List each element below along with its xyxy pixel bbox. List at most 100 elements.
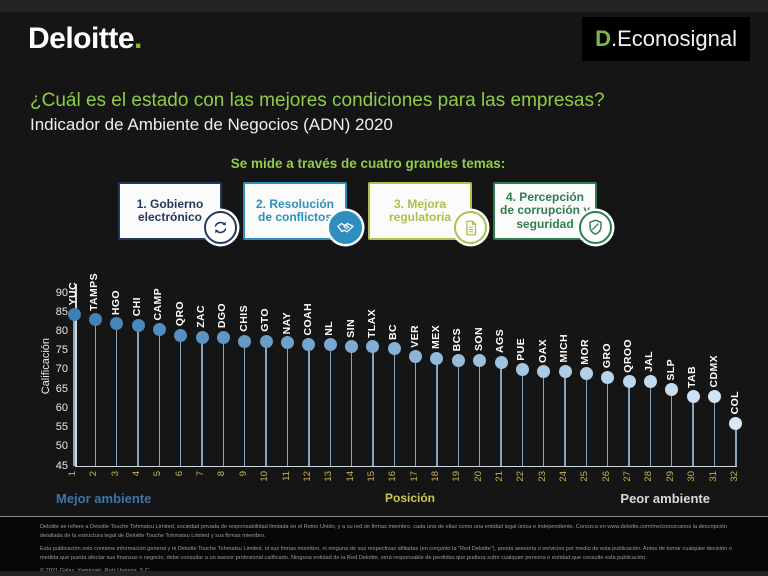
state-dot	[579, 367, 593, 381]
themes-intro: Se mide a través de cuatro grandes temas…	[230, 156, 506, 171]
x-tick-label: 8	[216, 471, 228, 477]
state-label: OAX	[536, 338, 549, 363]
y-axis-line	[75, 284, 77, 466]
x-axis-line	[75, 465, 737, 467]
state-stem	[158, 329, 161, 466]
state-stem	[607, 377, 609, 466]
best-environment-label: Mejor ambiente	[56, 491, 152, 506]
state-label: ZAC	[195, 305, 208, 329]
document-icon	[454, 211, 487, 244]
state-dot	[473, 353, 487, 367]
state-stem	[521, 369, 524, 466]
state-stem	[180, 335, 182, 466]
x-tick-label: 26	[600, 471, 612, 482]
x-tick-label: 27	[622, 471, 634, 482]
state-dot	[409, 349, 423, 363]
y-tick-label: 75	[55, 344, 68, 357]
theme-card-resolucion-conflictos: 2. Resolución de conflictos	[243, 182, 362, 244]
page-title: ¿Cuál es el estado con las mejores condi…	[30, 90, 605, 111]
state-dot	[281, 336, 294, 350]
y-tick-label: 60	[55, 401, 68, 414]
state-label: MOR	[579, 339, 592, 365]
theme-card-label: 4. Percepción de corrupción y seguridad	[499, 189, 591, 231]
footer-disclaimer-1: Deloitte se refiere a Deloitte Touche To…	[40, 524, 727, 539]
state-stem	[116, 323, 118, 466]
y-tick-label: 80	[55, 324, 68, 337]
x-tick-label: 14	[344, 471, 356, 482]
state-label: SLP	[664, 358, 677, 381]
state-stem	[329, 344, 331, 466]
state-dot	[238, 334, 252, 348]
sync-arrows-icon	[204, 211, 237, 244]
y-tick-label: 85	[55, 305, 68, 318]
state-dot	[537, 365, 551, 379]
y-tick-label: 50	[55, 440, 68, 453]
x-tick-label: 30	[686, 471, 698, 482]
state-dot	[131, 319, 145, 333]
deloitte-logo-text: Deloitte	[28, 22, 135, 55]
state-label: BCS	[451, 327, 464, 352]
y-tick-label: 70	[55, 363, 68, 376]
state-label: QRO	[173, 301, 186, 327]
x-tick-label: 15	[365, 471, 377, 482]
handshake-icon	[329, 211, 362, 244]
state-stem	[585, 373, 588, 466]
state-dot	[152, 323, 166, 337]
state-stem	[671, 389, 673, 466]
state-label: CDMX	[707, 355, 720, 388]
state-stem	[73, 314, 75, 466]
x-tick-label: 18	[429, 471, 441, 482]
x-tick-label: 20	[472, 471, 484, 482]
page-subtitle: Indicador de Ambiente de Negocios (ADN) …	[30, 115, 393, 134]
x-tick-label: 1	[67, 471, 78, 477]
econosignal-logo-text: .Econosignal	[611, 26, 737, 51]
x-tick-label: 29	[664, 471, 676, 482]
state-label: GRO	[600, 343, 613, 369]
state-label: PUE	[515, 338, 528, 361]
worst-environment-label: Peor ambiente	[620, 491, 710, 506]
econosignal-logo-d: D	[595, 26, 612, 51]
state-dot	[494, 355, 508, 369]
x-tick-label: 17	[408, 471, 420, 482]
state-stem	[286, 342, 289, 466]
state-dot	[708, 390, 721, 404]
state-label: SON	[472, 327, 485, 352]
state-stem	[436, 358, 438, 466]
theme-card-label: 2. Resolución de conflictos	[255, 196, 335, 224]
state-label: VER	[408, 324, 421, 348]
y-tick-label: 45	[55, 459, 68, 472]
x-tick-label: 7	[195, 471, 207, 477]
x-tick-label: 4	[131, 471, 143, 477]
state-label: JAL	[643, 351, 656, 373]
state-dot	[622, 374, 636, 388]
x-axis-title: Posición	[384, 491, 435, 505]
state-stem	[543, 371, 545, 466]
shield-icon	[579, 211, 612, 244]
state-label: CHIS	[237, 305, 250, 333]
x-tick-label: 28	[643, 471, 655, 482]
state-stem	[308, 344, 310, 466]
state-stem	[265, 341, 267, 466]
state-label: TAMPS	[88, 272, 101, 311]
state-label: NAY	[280, 311, 293, 334]
state-label: BC	[387, 323, 400, 340]
state-dot	[686, 390, 700, 404]
state-stem	[372, 346, 374, 466]
state-stem	[628, 381, 630, 466]
state-dot	[195, 330, 209, 344]
x-tick-label: 31	[707, 471, 719, 482]
state-stem	[692, 396, 694, 466]
y-tick-label: 55	[55, 421, 68, 434]
state-dot	[110, 317, 124, 331]
state-stem	[393, 348, 395, 466]
state-dot	[259, 334, 273, 348]
state-label: CAMP	[152, 288, 165, 321]
state-label: YUC	[67, 281, 79, 306]
state-stem	[94, 319, 97, 466]
state-dot	[67, 307, 81, 321]
top-strip	[0, 0, 768, 12]
x-tick-label: 16	[387, 471, 399, 482]
state-dot	[302, 338, 316, 352]
state-dot	[558, 365, 572, 379]
